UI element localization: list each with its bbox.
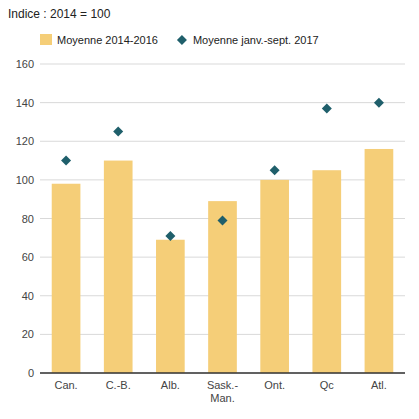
y-tick-label: 60 xyxy=(22,251,34,263)
x-tick-label-line: Atl. xyxy=(371,379,387,391)
x-tick-label: Can. xyxy=(54,379,77,391)
diamond-marker xyxy=(61,156,71,166)
bar xyxy=(52,184,81,373)
bar xyxy=(156,240,185,373)
x-tick-label: Alb. xyxy=(161,379,180,391)
diamond-marker xyxy=(374,98,384,108)
y-tick-label: 160 xyxy=(16,58,34,70)
bar-series xyxy=(52,149,394,373)
y-tick-label: 140 xyxy=(16,97,34,109)
x-tick-label-line: Man. xyxy=(210,392,234,404)
legend: Moyenne 2014-2016 Moyenne janv.-sept. 201… xyxy=(40,34,319,46)
legend-swatch xyxy=(177,35,187,45)
diamond-marker xyxy=(218,215,228,225)
legend-swatch xyxy=(40,34,52,45)
legend-label: Moyenne 2014-2016 xyxy=(57,34,158,46)
x-tick-label: C.-B. xyxy=(106,379,131,391)
scatter-series xyxy=(61,98,384,241)
x-tick-label: Qc xyxy=(320,379,335,391)
y-axis-label: Indice : 2014 = 100 xyxy=(8,7,111,21)
diamond-marker xyxy=(322,103,332,113)
x-axis-line xyxy=(40,372,405,374)
x-tick-label-line: Ont. xyxy=(264,379,285,391)
x-tick-label-line: C.-B. xyxy=(106,379,131,391)
grid-line xyxy=(40,141,405,142)
y-tick-label: 0 xyxy=(28,367,34,379)
diamond-marker xyxy=(113,127,123,137)
legend-label: Moyenne janv.-sept. 2017 xyxy=(193,34,319,46)
grid: 0 20 40 60 80 100 120 140 160 xyxy=(16,58,405,379)
x-tick-label: Sask.-Man. xyxy=(207,379,239,404)
chart: Indice : 2014 = 100 0 20 40 60 80 100 120 140 160… xyxy=(0,0,419,419)
x-tick-label-line: Alb. xyxy=(161,379,180,391)
x-tick-label-line: Can. xyxy=(54,379,77,391)
grid-line xyxy=(40,64,405,65)
y-tick-label: 40 xyxy=(22,290,34,302)
bar xyxy=(365,149,394,373)
bar xyxy=(260,180,289,373)
y-tick-label: 80 xyxy=(22,213,34,225)
diamond-marker xyxy=(270,165,280,175)
x-axis: Can. C.-B. Alb. Sask.-Man. Ont. Qc Atl. xyxy=(54,379,386,404)
legend-item: Moyenne 2014-2016 xyxy=(40,34,158,46)
x-tick-label: Ont. xyxy=(264,379,285,391)
x-tick-label: Atl. xyxy=(371,379,387,391)
bar xyxy=(208,201,237,373)
legend-item: Moyenne janv.-sept. 2017 xyxy=(177,34,319,46)
bar xyxy=(312,170,341,373)
x-tick-label-line: Sask.- xyxy=(207,379,239,391)
grid-line xyxy=(40,179,405,180)
x-tick-label-line: Qc xyxy=(320,379,335,391)
grid-line xyxy=(40,373,405,374)
plot-area xyxy=(52,98,394,373)
bar xyxy=(104,161,133,373)
y-tick-label: 100 xyxy=(16,174,34,186)
grid-line xyxy=(40,102,405,103)
diamond-marker xyxy=(165,231,175,241)
y-tick-label: 120 xyxy=(16,135,34,147)
y-tick-label: 20 xyxy=(22,328,34,340)
